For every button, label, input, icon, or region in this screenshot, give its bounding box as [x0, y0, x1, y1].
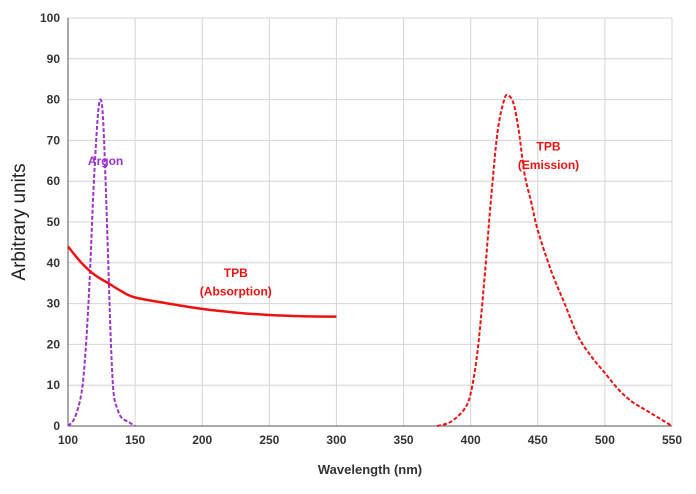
y-tick-label: 10	[47, 378, 61, 392]
grid-lines	[67, 17, 673, 427]
annotation-label: (Absorption)	[200, 284, 272, 298]
annotation-label: Argon	[88, 154, 123, 168]
y-tick-label: 50	[47, 215, 61, 229]
annotation-label: TPB	[224, 266, 248, 280]
y-axis-label: Arbitrary units	[9, 163, 30, 280]
y-tick-label: 60	[47, 174, 61, 188]
x-tick-label: 200	[192, 433, 212, 447]
annotation-label: TPB	[537, 140, 561, 154]
y-tick-label: 30	[47, 297, 61, 311]
x-tick-label: 250	[259, 433, 279, 447]
y-tick-label: 100	[40, 11, 60, 25]
y-tick-label: 90	[47, 52, 61, 66]
x-axis-label: Wavelength (nm)	[318, 462, 422, 477]
y-tick-label: 40	[47, 256, 61, 270]
series-line-argon	[67, 98, 136, 427]
x-tick-label: 300	[326, 433, 346, 447]
x-tick-label: 400	[461, 433, 481, 447]
x-tick-label: 550	[662, 433, 682, 447]
series-line-tpb-emission	[436, 93, 673, 427]
x-tick-label: 350	[394, 433, 414, 447]
x-tick-label: 150	[125, 433, 145, 447]
series-line-tpb-absorption	[67, 245, 337, 318]
x-tick-label: 500	[595, 433, 615, 447]
x-tick-label: 100	[58, 433, 78, 447]
y-tick-label: 70	[47, 133, 61, 147]
y-tick-label: 0	[53, 419, 60, 433]
y-tick-label: 80	[47, 93, 61, 107]
y-tick-label: 20	[47, 337, 61, 351]
x-tick-label: 450	[528, 433, 548, 447]
annotation-label: (Emission)	[518, 158, 579, 172]
